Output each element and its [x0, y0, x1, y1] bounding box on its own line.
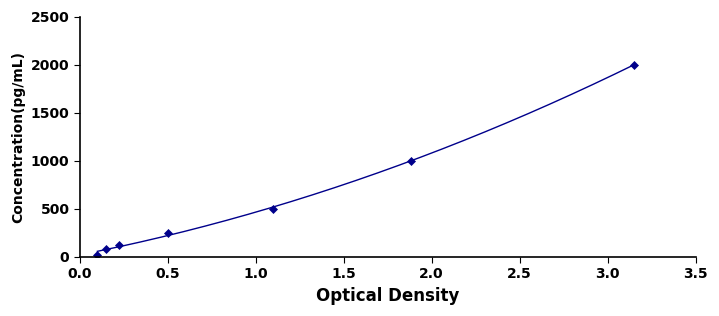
Y-axis label: Concentration(pg/mL): Concentration(pg/mL)	[11, 51, 25, 223]
X-axis label: Optical Density: Optical Density	[316, 287, 459, 305]
